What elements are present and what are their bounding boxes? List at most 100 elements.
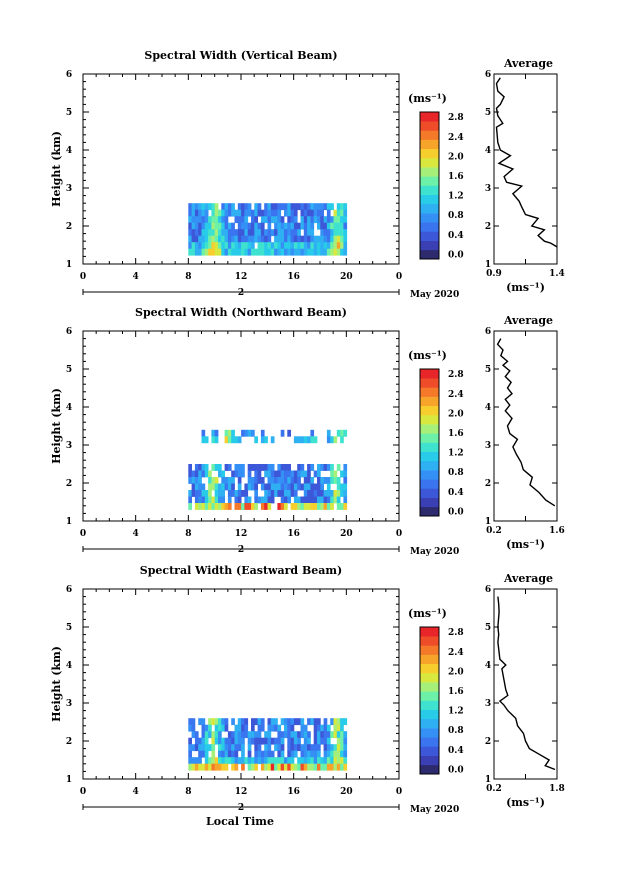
y-tick-label: 1 bbox=[66, 260, 72, 270]
heatmap-cell bbox=[264, 483, 268, 491]
heatmap-cell bbox=[204, 731, 209, 739]
heatmap-cell bbox=[293, 470, 298, 478]
heatmap-cell bbox=[198, 483, 202, 491]
heatmap-cell bbox=[330, 731, 334, 739]
heatmap-cell bbox=[287, 248, 291, 256]
heatmap-cell bbox=[303, 216, 308, 224]
heatmap-cell bbox=[343, 763, 348, 771]
heatmap-cell bbox=[260, 483, 265, 491]
heatmap-cell bbox=[280, 757, 285, 765]
colorbar-tick-label: 1.2 bbox=[448, 192, 464, 202]
heatmap-cell bbox=[214, 429, 219, 437]
heatmap-cell bbox=[241, 731, 245, 739]
heatmap-cell bbox=[317, 718, 321, 726]
heatmap-cell bbox=[188, 248, 192, 256]
heatmap-cell bbox=[208, 222, 212, 230]
heatmap-cell bbox=[326, 490, 331, 497]
heatmap-cell bbox=[201, 731, 206, 739]
heatmap-cell bbox=[254, 470, 258, 478]
heatmap-cell bbox=[343, 248, 348, 256]
colorbar-swatch bbox=[420, 231, 439, 241]
heatmap-cell bbox=[280, 718, 285, 726]
heatmap-cell bbox=[260, 750, 265, 758]
heatmap-cell bbox=[326, 216, 331, 224]
heatmap-cell bbox=[198, 222, 202, 230]
heatmap-cell bbox=[211, 757, 216, 765]
heatmap-cell bbox=[260, 209, 265, 217]
y-tick-label: 3 bbox=[66, 699, 72, 709]
heatmap-cell bbox=[330, 203, 334, 211]
heatmap-cell bbox=[330, 763, 334, 771]
profile-x-tick-label: 1.6 bbox=[549, 526, 565, 536]
heatmap-cell bbox=[241, 235, 245, 243]
heatmap-cell bbox=[227, 503, 232, 510]
heatmap-cell bbox=[208, 744, 212, 752]
heatmap-cell bbox=[201, 464, 206, 471]
heatmap-cell bbox=[264, 744, 268, 752]
heatmap-cell bbox=[313, 235, 318, 243]
heatmap-cell bbox=[303, 483, 308, 491]
heatmap-cell bbox=[211, 222, 216, 230]
heatmap-cell bbox=[290, 222, 295, 230]
heatmap-cell bbox=[218, 503, 222, 510]
heatmap-cell bbox=[274, 242, 278, 250]
heatmap-cell bbox=[221, 242, 225, 250]
heatmap-cell bbox=[303, 724, 308, 732]
heatmap-cell bbox=[247, 763, 252, 771]
heatmap-cell bbox=[247, 477, 252, 484]
heatmap-cell bbox=[218, 718, 222, 726]
heatmap-cell bbox=[204, 750, 209, 758]
heatmap-cell bbox=[267, 222, 272, 230]
heatmap-cell bbox=[270, 737, 275, 745]
heatmap-cell bbox=[244, 235, 249, 243]
heatmap-cell bbox=[310, 496, 315, 504]
heatmap-cell bbox=[254, 203, 258, 211]
heatmap-cell bbox=[208, 496, 212, 504]
heatmap-cell bbox=[267, 209, 272, 217]
heatmap-cell bbox=[257, 203, 262, 211]
heatmap-cell bbox=[244, 216, 249, 224]
heatmap-cell bbox=[284, 203, 288, 211]
heatmap-cell bbox=[234, 229, 239, 237]
heatmap-cell bbox=[326, 203, 331, 211]
profile-y-tick-label: 3 bbox=[485, 441, 491, 451]
heatmap-cell bbox=[297, 222, 301, 230]
heatmap-cell bbox=[293, 209, 298, 217]
heatmap-cell bbox=[313, 216, 318, 224]
heatmap-cell bbox=[297, 235, 301, 243]
heatmap-cell bbox=[274, 470, 278, 478]
heatmap-cell bbox=[254, 209, 258, 217]
heatmap-cell bbox=[290, 216, 295, 224]
heatmap-cell bbox=[320, 222, 324, 230]
x-tick-label: 12 bbox=[235, 529, 248, 539]
heatmap-cell bbox=[323, 750, 328, 758]
heatmap-cell bbox=[247, 229, 252, 237]
heatmap-cell bbox=[247, 483, 252, 491]
heatmap-cell bbox=[336, 209, 341, 217]
heatmap-cell bbox=[323, 229, 328, 237]
heatmap-cell bbox=[326, 737, 331, 745]
heatmap-cell bbox=[237, 731, 242, 739]
heatmap-cell bbox=[320, 203, 324, 211]
heatmap-cell bbox=[267, 744, 272, 752]
heatmap-cell bbox=[303, 235, 308, 243]
heatmap-cell bbox=[201, 483, 206, 491]
heatmap-cell bbox=[326, 503, 331, 510]
heatmap-cell bbox=[317, 757, 321, 765]
heatmap-cell bbox=[343, 744, 348, 752]
heatmap-cell bbox=[191, 718, 196, 726]
heatmap-cell bbox=[247, 464, 252, 471]
heatmap-cell bbox=[270, 470, 275, 478]
heatmap-cell bbox=[237, 737, 242, 745]
heatmap-cell bbox=[280, 203, 285, 211]
heatmap-cell bbox=[257, 242, 262, 250]
heatmap-cell bbox=[313, 757, 318, 765]
heatmap-cell bbox=[270, 763, 275, 771]
heatmap-cell bbox=[224, 436, 229, 444]
heatmap-cell bbox=[241, 750, 245, 758]
heatmap-cell bbox=[231, 470, 235, 478]
heatmap-cell bbox=[336, 503, 341, 510]
heatmap-cell bbox=[208, 229, 212, 237]
